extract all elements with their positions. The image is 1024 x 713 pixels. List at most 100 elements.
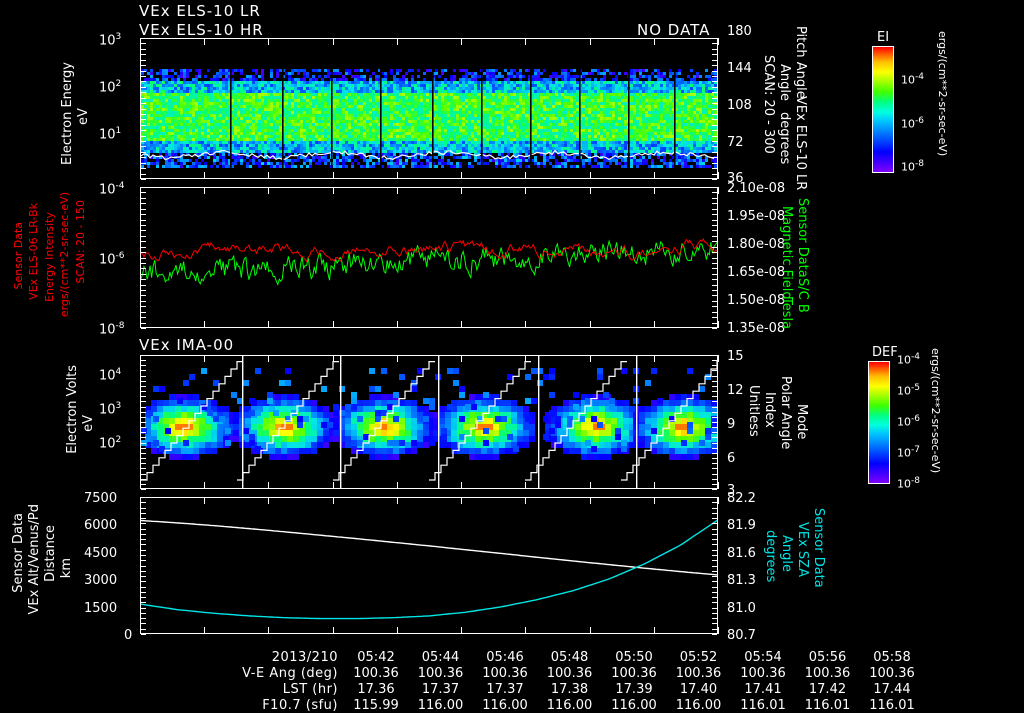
panel4-right-label-sensor: Sensor Data	[812, 508, 825, 588]
axis-tick	[141, 513, 146, 514]
axis-tick	[268, 355, 269, 362]
axis-tick	[712, 152, 717, 153]
axis-tick	[712, 168, 717, 169]
axis-tick	[268, 627, 269, 634]
axis-tick	[141, 453, 146, 454]
panel4-right-tick-5: 80.7	[727, 628, 756, 643]
axis-tick	[141, 187, 146, 188]
axis-tick	[141, 220, 146, 221]
axis-tick	[141, 98, 146, 99]
panel2-left-label-sensor: Sensor Data	[13, 222, 24, 289]
axis-tick	[141, 613, 146, 614]
axis-tick	[141, 539, 146, 540]
axis-tick	[712, 209, 717, 210]
axis-tick	[141, 484, 146, 485]
axis-tick	[525, 172, 526, 179]
panel4-right-label-degrees: degrees	[764, 530, 777, 582]
f107-value: 115.99	[345, 698, 407, 713]
panel3-plot-area[interactable]	[140, 355, 718, 489]
axis-tick	[590, 321, 591, 328]
lst-value: 17.37	[474, 682, 536, 697]
panel4-right-tick-4: 81.0	[727, 601, 756, 616]
axis-tick	[712, 355, 717, 356]
panel3-ylabel-2: eV	[82, 415, 95, 432]
panel1-ylabel-2: eV	[77, 95, 90, 125]
colorbar2[interactable]	[868, 361, 890, 484]
axis-tick	[712, 560, 717, 561]
axis-tick	[141, 355, 146, 356]
axis-tick	[712, 613, 717, 614]
axis-tick	[712, 513, 717, 514]
axis-tick	[268, 172, 269, 179]
axis-tick	[654, 497, 655, 504]
panel4-ytick-1500: 1500	[84, 601, 117, 616]
axis-tick	[141, 306, 146, 307]
panel4-left-label-distance: Distance	[44, 525, 57, 582]
axis-tick	[141, 174, 146, 175]
axis-tick	[712, 125, 717, 126]
axis-tick	[712, 220, 717, 221]
ve-ang-value: 100.36	[732, 666, 794, 681]
panel4-ytick-6000: 6000	[84, 518, 117, 533]
axis-tick	[590, 497, 591, 504]
panel3-right-label-index: Index	[763, 392, 776, 428]
axis-tick	[141, 81, 146, 82]
row-label-ve-ang: V-E Ang (deg)	[0, 666, 338, 681]
axis-tick	[141, 523, 146, 524]
axis-tick	[141, 396, 146, 397]
axis-tick	[712, 92, 717, 93]
panel1-right-tick-144: 144	[727, 61, 752, 76]
time-value: 05:50	[603, 650, 665, 665]
axis-tick	[712, 479, 717, 480]
axis-tick	[712, 463, 717, 464]
axis-tick	[141, 550, 146, 551]
axis-tick	[590, 355, 591, 362]
axis-tick	[141, 417, 146, 418]
panel1-ytick-1: 101	[99, 126, 121, 142]
panel4-plot-area[interactable]	[140, 497, 718, 634]
colorbar1-units: ergs/(cm**2-sr-sec-eV)	[937, 31, 948, 156]
axis-tick	[141, 534, 146, 535]
axis-tick	[141, 634, 146, 635]
axis-tick	[141, 295, 146, 296]
time-value: 05:56	[797, 650, 859, 665]
ve-ang-value: 100.36	[861, 666, 923, 681]
axis-tick	[141, 301, 146, 302]
axis-tick	[654, 321, 655, 328]
axis-tick	[204, 497, 205, 504]
axis-tick	[712, 43, 717, 44]
panel1-right-tick-180: 180	[727, 24, 752, 39]
axis-tick	[141, 328, 146, 329]
colorbar1-tick-0: 10-4	[901, 72, 924, 87]
axis-tick	[141, 386, 146, 387]
panel2-left-label-instrument: VEx ELS-06 LR-Bk	[28, 203, 39, 300]
axis-tick	[268, 482, 269, 489]
time-value: 05:54	[732, 650, 794, 665]
axis-tick	[712, 241, 717, 242]
axis-tick	[712, 312, 717, 313]
axis-tick	[204, 482, 205, 489]
colorbar2-tick-0: 10-4	[897, 352, 920, 367]
colorbar1[interactable]	[872, 46, 894, 173]
axis-tick	[712, 365, 717, 366]
colorbar2-tick-4: 10-8	[897, 476, 920, 491]
axis-tick	[654, 172, 655, 179]
panel3-right-tick-6: 6	[727, 451, 735, 466]
axis-tick	[141, 252, 146, 253]
panel2-plot-area[interactable]	[140, 187, 718, 328]
panel3-ytick-3: 103	[99, 401, 121, 417]
axis-tick	[141, 209, 146, 210]
panel3-right-tick-12: 12	[727, 383, 744, 398]
panel4-left-label-alt: VEx Alt/Venus/Pd	[28, 504, 41, 615]
panel4-right-tick-0: 82.2	[727, 491, 756, 506]
colorbar1-tick-2: 10-8	[901, 159, 924, 174]
axis-tick	[141, 146, 146, 147]
axis-tick	[712, 523, 717, 524]
panel1-plot-area[interactable]	[140, 38, 718, 179]
panel2-right-tick-1: 1.95e-08	[727, 209, 785, 224]
axis-tick	[141, 437, 146, 438]
axis-tick	[712, 407, 717, 408]
time-value: 05:46	[474, 650, 536, 665]
axis-tick	[525, 482, 526, 489]
axis-tick	[712, 81, 717, 82]
